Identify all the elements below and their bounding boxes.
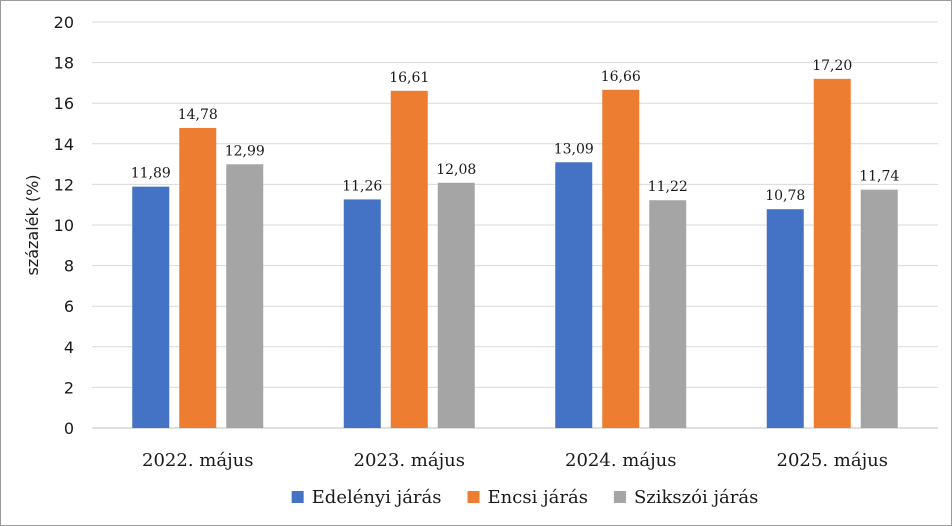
bar xyxy=(602,89,640,428)
y-tick-label: 12 xyxy=(54,175,74,194)
legend-label: Edelényi járás xyxy=(312,487,442,508)
y-tick-label: 18 xyxy=(54,54,74,73)
data-label: 11,89 xyxy=(131,166,171,182)
data-label: 17,20 xyxy=(812,58,852,74)
data-label: 10,78 xyxy=(765,188,805,204)
data-label: 16,66 xyxy=(601,69,641,85)
bar xyxy=(226,164,264,429)
data-label: 11,26 xyxy=(342,178,382,194)
x-category-label: 2022. május xyxy=(142,450,253,471)
x-category-label: 2025. május xyxy=(777,450,888,471)
data-label: 12,08 xyxy=(436,162,476,178)
bar xyxy=(555,162,593,428)
y-tick-label: 8 xyxy=(64,257,74,276)
y-tick-label: 6 xyxy=(64,297,74,316)
data-label: 11,22 xyxy=(648,179,688,195)
bar xyxy=(132,186,170,428)
y-tick-label: 20 xyxy=(54,13,74,32)
y-axis-label: százalék (%) xyxy=(23,174,42,275)
y-tick-label: 2 xyxy=(64,378,74,397)
bar xyxy=(390,90,428,428)
legend-swatch xyxy=(467,491,480,503)
y-tick-label: 14 xyxy=(54,135,74,154)
x-category-label: 2024. május xyxy=(565,450,676,471)
y-tick-label: 10 xyxy=(54,216,74,235)
legend-swatch xyxy=(613,491,626,503)
data-label: 14,78 xyxy=(178,107,218,123)
bar xyxy=(437,182,475,428)
legend-label: Encsi járás xyxy=(488,487,588,508)
x-category-label: 2023. május xyxy=(354,450,465,471)
bar xyxy=(179,127,217,428)
y-tick-label: 4 xyxy=(64,338,74,357)
bar xyxy=(766,209,804,428)
bar xyxy=(860,189,898,428)
data-label: 13,09 xyxy=(554,141,594,157)
y-tick-label: 16 xyxy=(54,94,74,113)
bar xyxy=(649,200,687,428)
y-tick-label: 0 xyxy=(64,419,74,438)
legend-label: Szikszói járás xyxy=(634,487,758,508)
data-label: 16,61 xyxy=(389,70,429,86)
bar xyxy=(343,199,381,428)
legend-swatch xyxy=(291,491,304,503)
bar xyxy=(813,78,851,428)
data-label: 12,99 xyxy=(225,143,265,159)
data-label: 11,74 xyxy=(859,169,899,185)
